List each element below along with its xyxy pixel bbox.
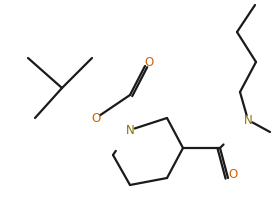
Text: O: O xyxy=(144,57,154,69)
Text: N: N xyxy=(244,113,252,127)
Text: N: N xyxy=(126,124,134,136)
Text: O: O xyxy=(91,111,101,124)
Text: O: O xyxy=(228,168,238,182)
